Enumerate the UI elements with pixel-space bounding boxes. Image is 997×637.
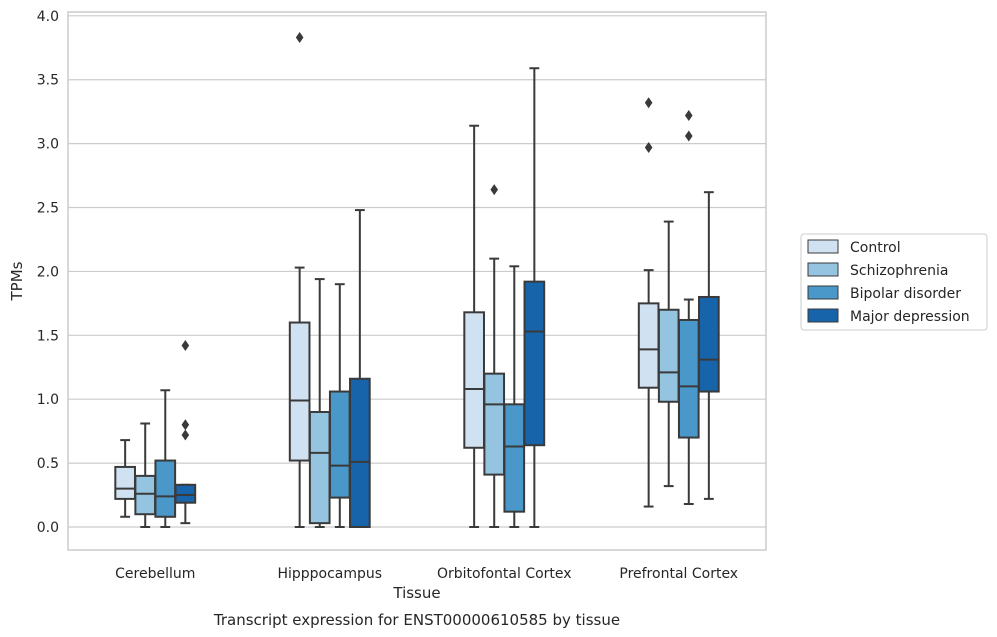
iqr-box: [154, 459, 177, 518]
y-tick-label: 4.0: [37, 9, 59, 25]
y-tick-label: 0.0: [37, 520, 59, 536]
box-3-3: [698, 191, 720, 500]
x-tick-label: Cerebellum: [115, 566, 195, 582]
box-0-3: [174, 340, 197, 525]
iqr-box: [637, 302, 660, 389]
legend-frame: [800, 233, 988, 331]
outlier-point: [684, 130, 693, 142]
iqr-box: [677, 318, 700, 439]
outlier-point: [490, 184, 499, 196]
box-1-0: [288, 32, 311, 528]
outlier-point: [181, 429, 190, 441]
legend-swatch: [807, 308, 839, 323]
figure-caption: Transcript expression for ENST0000061058…: [213, 611, 620, 629]
iqr-box: [134, 474, 157, 516]
legend-label: Major depression: [850, 309, 970, 325]
boxes: [114, 32, 720, 528]
x-tick-label: Orbitofontal Cortex: [437, 566, 572, 582]
legend-swatch: [807, 285, 839, 300]
outlier-point: [684, 110, 693, 122]
iqr-box: [698, 295, 720, 393]
legend-label: Schizophrenia: [850, 263, 948, 279]
iqr-box: [349, 377, 371, 528]
x-axis-title: Tissue: [392, 584, 440, 602]
box-2-1: [483, 184, 506, 528]
y-tick-label: 1.0: [37, 392, 59, 408]
x-tick-labels: Cerebellum Hipppocampus Orbitofontal Corte…: [115, 566, 738, 582]
outlier-point: [295, 32, 304, 44]
legend-swatch: [807, 262, 839, 277]
outlier-point: [181, 419, 190, 431]
y-tick-label: 2.0: [37, 264, 59, 280]
iqr-box: [288, 321, 311, 462]
y-tick-label: 1.5: [37, 328, 59, 344]
iqr-box: [503, 403, 526, 513]
y-tick-label: 0.5: [37, 456, 59, 472]
iqr-box: [463, 311, 485, 449]
iqr-box: [308, 410, 331, 525]
plot-area-frame: [67, 11, 767, 551]
outlier-point: [644, 97, 653, 109]
box-1-3: [349, 209, 371, 528]
outlier-point: [644, 141, 653, 153]
box-3-2: [677, 110, 700, 505]
legend: Control Schizophrenia Bipolar disorder Majo…: [800, 233, 988, 331]
x-tick-label: Hipppocampus: [277, 566, 382, 582]
box-3-0: [637, 97, 660, 508]
box-0-1: [134, 422, 157, 528]
box-2-3: [523, 67, 546, 528]
legend-label: Bipolar disorder: [850, 286, 961, 302]
y-tick-label: 3.0: [37, 137, 59, 153]
iqr-box: [114, 465, 136, 500]
box-3-1: [657, 220, 680, 488]
iqr-box: [483, 372, 506, 476]
y-tick-label: 3.5: [37, 73, 59, 89]
y-axis-title: TPMs: [8, 261, 26, 301]
x-tick-label: Prefrontal Cortex: [619, 566, 738, 582]
legend-label: Control: [850, 240, 901, 256]
outlier-point: [181, 340, 190, 352]
y-tick-label: 2.5: [37, 201, 59, 217]
y-tick-labels: 0.0 0.5 1.0 1.5 2.0 2.5 3.0 3.5 4.0: [37, 9, 59, 536]
legend-swatch: [807, 239, 839, 254]
iqr-box: [328, 390, 351, 499]
box-2-2: [503, 265, 526, 528]
iqr-box: [523, 280, 546, 447]
iqr-box: [174, 483, 197, 504]
iqr-box: [657, 308, 680, 403]
